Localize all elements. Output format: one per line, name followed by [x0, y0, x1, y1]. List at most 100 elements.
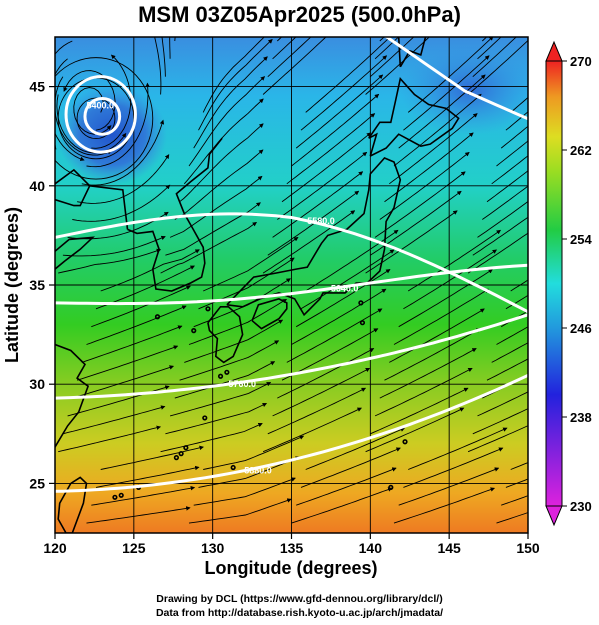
- contour-label: 5580.0: [307, 216, 335, 226]
- colorbar-tick-label: 262: [570, 143, 592, 158]
- streamline: [91, 54, 132, 149]
- streamline: [202, 37, 265, 113]
- streamline: [72, 184, 171, 222]
- contour-line: [55, 313, 528, 400]
- streamline: [76, 345, 179, 381]
- island: [118, 492, 124, 498]
- streamline: [407, 229, 502, 292]
- coastline: [55, 343, 90, 464]
- coastline: [368, 77, 460, 157]
- streamline: [296, 467, 397, 506]
- wind-streamlines: [55, 37, 528, 524]
- contour-line: [384, 37, 528, 121]
- island: [402, 439, 408, 445]
- island: [217, 373, 224, 379]
- colorbar-tick-label: 270: [570, 54, 592, 69]
- streamline: [403, 447, 504, 488]
- contour-label: 5640.0: [331, 284, 359, 294]
- colorbar-tick-label: 246: [570, 321, 592, 336]
- x-axis-ticks: 120 125 130 135 140 145 150: [43, 533, 540, 556]
- colorbar-tick-label: 254: [570, 232, 592, 247]
- coastline: [89, 185, 129, 230]
- x-tick-label: 140: [359, 540, 383, 556]
- coastline: [399, 37, 427, 68]
- streamline: [496, 512, 528, 524]
- streamline: [365, 407, 465, 453]
- streamline: [184, 319, 284, 363]
- contour-line: [55, 263, 528, 306]
- streamline: [384, 328, 481, 381]
- streamline: [277, 348, 375, 399]
- y-tick-label: 25: [29, 475, 45, 491]
- streamline: [91, 285, 191, 328]
- island: [230, 464, 236, 471]
- streamline: [295, 74, 384, 149]
- lat-lon-grid: [55, 37, 528, 533]
- credit-drawing: Drawing by DCL (https://www.gfd-dennou.o…: [156, 593, 443, 605]
- streamline: [281, 132, 372, 203]
- coastline: [251, 298, 288, 330]
- streamline: [198, 38, 273, 131]
- colorbar: 230 238 246 254 262 270: [545, 40, 592, 527]
- streamline: [398, 74, 486, 149]
- streamline: [300, 447, 401, 488]
- streamline: [291, 93, 380, 167]
- streamline: [262, 407, 362, 453]
- streamline: [188, 76, 266, 167]
- streamline: [55, 40, 73, 150]
- streamline: [374, 171, 466, 238]
- island: [178, 451, 184, 457]
- island: [224, 369, 230, 375]
- streamline: [379, 37, 385, 42]
- streamline: [188, 498, 292, 524]
- streamline: [510, 96, 528, 113]
- streamline: [398, 467, 500, 506]
- streamline: [286, 113, 376, 185]
- contour-labels: 5400.0 5580.0 5640.0 5760.0 5880.0: [87, 100, 359, 475]
- streamline: [398, 269, 493, 328]
- streamline: [477, 391, 528, 417]
- y-tick-label: 45: [29, 79, 45, 95]
- streamline: [62, 235, 166, 257]
- height-contours: [55, 37, 528, 493]
- streamline: [198, 456, 301, 488]
- streamline: [179, 340, 280, 381]
- streamline: [272, 171, 364, 238]
- island: [191, 328, 197, 334]
- colorbar-bottom-arrow: [545, 505, 563, 527]
- streamline: [496, 326, 528, 345]
- streamline: [169, 382, 272, 417]
- streamline: [393, 93, 482, 167]
- streamline: [100, 445, 204, 470]
- streamline: [193, 477, 296, 506]
- coastline: [57, 476, 88, 533]
- streamline: [86, 506, 191, 524]
- streamline: [72, 365, 175, 399]
- x-tick-label: 125: [122, 540, 146, 556]
- streamline: [408, 427, 508, 470]
- streamline: [491, 152, 528, 185]
- colorbar-tick-label: 238: [570, 410, 592, 425]
- streamline: [81, 325, 183, 363]
- streamline: [295, 269, 391, 328]
- streamline: [179, 123, 264, 203]
- streamline: [193, 56, 268, 149]
- streamline: [58, 248, 162, 274]
- streamline: [477, 201, 528, 238]
- streamline: [505, 111, 528, 131]
- streamline: [467, 39, 528, 95]
- island: [205, 306, 211, 312]
- streamline: [165, 402, 268, 435]
- streamline: [393, 487, 496, 524]
- streamline: [472, 216, 528, 256]
- y-tick-label: 30: [29, 376, 45, 392]
- streamline: [267, 190, 360, 256]
- streamline: [169, 175, 263, 238]
- x-tick-label: 145: [437, 540, 461, 556]
- island: [173, 455, 180, 461]
- island: [388, 484, 394, 490]
- streamline: [272, 37, 297, 60]
- x-tick-label: 150: [516, 540, 540, 556]
- x-tick-label: 135: [280, 540, 304, 556]
- streamline: [305, 229, 399, 292]
